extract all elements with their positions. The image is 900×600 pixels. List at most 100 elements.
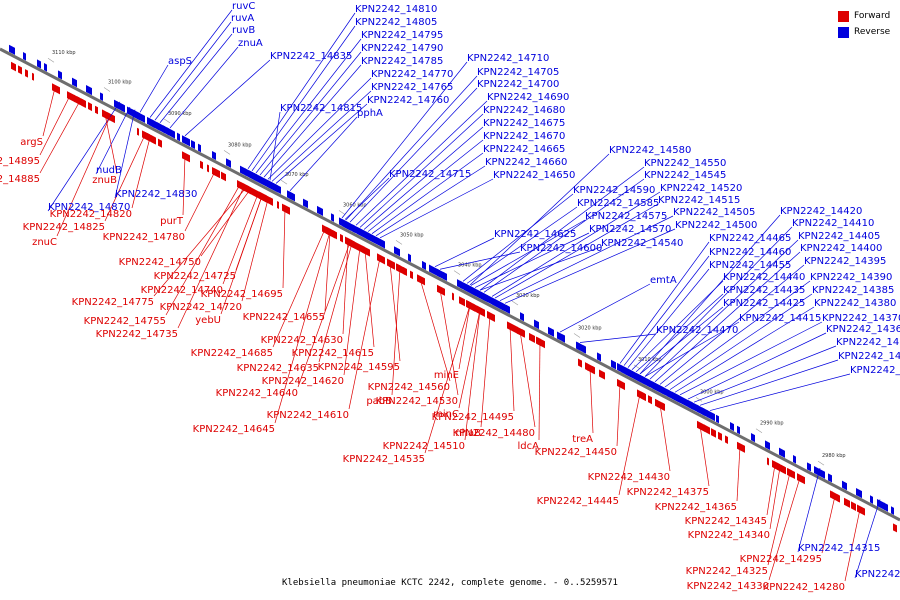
gene-label[interactable]: KPN2242_14400 bbox=[800, 243, 882, 254]
gene-label[interactable]: KPN2242_14370 bbox=[822, 313, 900, 324]
gene-label[interactable]: KPN2242_14665 bbox=[483, 144, 565, 155]
gene-label[interactable]: KPN2242_14755 bbox=[84, 316, 166, 327]
gene-label[interactable]: KPN2242_14360 bbox=[826, 324, 900, 335]
gene-label[interactable]: KPN2242_14275 bbox=[855, 569, 900, 580]
gene-label[interactable]: KPN2242_14340 bbox=[688, 530, 770, 541]
gene-label[interactable]: KPN2242_14470 bbox=[656, 325, 738, 336]
gene-label[interactable]: KPN2242_14795 bbox=[361, 30, 443, 41]
gene-label[interactable]: KPN2242_14495 bbox=[432, 412, 514, 423]
gene-label[interactable]: KPN2242_14395 bbox=[804, 256, 886, 267]
gene-label[interactable]: KPN2242_14460 bbox=[709, 247, 791, 258]
gene-label[interactable]: KPN2242_14750 bbox=[119, 257, 201, 268]
gene-label[interactable]: KPN2242_14570 bbox=[589, 224, 671, 235]
gene-label[interactable]: KPN2242_14385 bbox=[812, 285, 894, 296]
gene-label[interactable]: KPN2242_14430 bbox=[588, 472, 670, 483]
gene-label[interactable]: KPN2242_14520 bbox=[660, 183, 742, 194]
gene-label[interactable]: KPN2242_14595 bbox=[318, 362, 400, 373]
gene-label[interactable]: ruvC bbox=[232, 1, 255, 12]
gene-label[interactable]: znuA bbox=[238, 38, 263, 49]
gene-label[interactable]: KPN2242_14330 bbox=[687, 581, 769, 592]
gene-label[interactable]: KPN2242_14760 bbox=[367, 95, 449, 106]
gene-label[interactable]: KPN2242_14645 bbox=[193, 424, 275, 435]
gene-label[interactable]: KPN2242_14280 bbox=[763, 582, 845, 593]
gene-label[interactable]: KPN2242_14530 bbox=[376, 396, 458, 407]
gene-label[interactable]: KPN2242_14510 bbox=[383, 441, 465, 452]
gene-label[interactable]: KPN2242_14650 bbox=[493, 170, 575, 181]
gene-label[interactable]: KPN2242_14615 bbox=[292, 348, 374, 359]
gene-label[interactable]: KPN2242_14445 bbox=[537, 496, 619, 507]
gene-label[interactable]: KPN2242_14580 bbox=[609, 145, 691, 156]
gene-label[interactable]: KPN2242_14640 bbox=[216, 388, 298, 399]
gene-label[interactable]: KPN2242_14775 bbox=[72, 297, 154, 308]
gene-label[interactable]: KPN2242_14825 bbox=[23, 222, 105, 233]
gene-label[interactable]: KPN2242_14770 bbox=[371, 69, 453, 80]
gene-label[interactable]: KPN2242_14885 bbox=[0, 174, 40, 185]
gene-label[interactable]: KPN2242_14440 bbox=[723, 272, 805, 283]
gene-label[interactable]: KPN2242_14420 bbox=[780, 206, 862, 217]
gene-label[interactable]: KPN2242_14735 bbox=[96, 329, 178, 340]
gene-label[interactable]: KPN2242_14600 bbox=[520, 243, 602, 254]
gene-label[interactable]: KPN2242_14345 bbox=[685, 516, 767, 527]
gene-label[interactable]: KPN2242_14835 bbox=[270, 51, 352, 62]
gene-label[interactable]: KPN2242_14540 bbox=[601, 238, 683, 249]
gene-label[interactable]: KPN2242_14675 bbox=[483, 118, 565, 129]
gene-label[interactable]: KPN2242_14785 bbox=[361, 56, 443, 67]
gene-label[interactable]: purT bbox=[160, 216, 184, 227]
gene-label[interactable]: KPN2242_14830 bbox=[115, 189, 197, 200]
gene-label[interactable]: KPN2242_14550 bbox=[644, 158, 726, 169]
gene-label[interactable]: ruvB bbox=[232, 25, 255, 36]
gene-label[interactable]: KPN2242_14715 bbox=[389, 169, 471, 180]
gene-label[interactable]: KPN2242_14655 bbox=[243, 312, 325, 323]
gene-label[interactable]: KPN2242_14590 bbox=[573, 185, 655, 196]
gene-label[interactable]: KPN2242_14620 bbox=[262, 376, 344, 387]
gene-label[interactable]: KPN2242_14575 bbox=[585, 211, 667, 222]
gene-label[interactable]: KPN2242_14545 bbox=[644, 170, 726, 181]
gene-label[interactable]: KPN2242_14810 bbox=[355, 4, 437, 15]
gene-label[interactable]: minC bbox=[433, 409, 459, 420]
gene-label[interactable]: KPN2242_14355 bbox=[836, 337, 900, 348]
gene-label[interactable]: yebU bbox=[195, 315, 221, 326]
gene-label[interactable]: KPN2242_14710 bbox=[467, 53, 549, 64]
gene-label[interactable]: znuC bbox=[32, 237, 57, 248]
gene-label[interactable]: KPN2242_14480 bbox=[453, 428, 535, 439]
gene-label[interactable]: KPN2242_14705 bbox=[477, 67, 559, 78]
gene-label[interactable]: KPN2242_14465 bbox=[709, 233, 791, 244]
gene-label[interactable]: pabB bbox=[366, 396, 392, 407]
gene-label[interactable]: KPN2242_14515 bbox=[658, 195, 740, 206]
gene-label[interactable]: znuB bbox=[92, 175, 117, 186]
gene-label[interactable]: treA bbox=[572, 434, 593, 445]
gene-label[interactable]: KPN2242_14740 bbox=[141, 285, 223, 296]
gene-label[interactable]: KPN2242_14725 bbox=[154, 271, 236, 282]
gene-label[interactable]: KPN2242_14635 bbox=[237, 363, 319, 374]
gene-label[interactable]: KPN2242_14335 bbox=[850, 365, 900, 376]
gene-label[interactable]: nhaB bbox=[455, 428, 481, 439]
gene-label[interactable]: KPN2242_14630 bbox=[261, 335, 343, 346]
gene-label[interactable]: KPN2242_14680 bbox=[483, 105, 565, 116]
gene-label[interactable]: KPN2242_14405 bbox=[798, 231, 880, 242]
gene-label[interactable]: KPN2242_14410 bbox=[792, 218, 874, 229]
gene-label[interactable]: KPN2242_14610 bbox=[267, 410, 349, 421]
gene-label[interactable]: KPN2242_14690 bbox=[487, 92, 569, 103]
gene-label[interactable]: KPN2242_14535 bbox=[343, 454, 425, 465]
gene-label[interactable]: KPN2242_14435 bbox=[723, 285, 805, 296]
gene-label[interactable]: KPN2242_14560 bbox=[368, 382, 450, 393]
gene-label[interactable]: KPN2242_14390 bbox=[810, 272, 892, 283]
gene-label[interactable]: nudB bbox=[96, 165, 122, 176]
gene-label[interactable]: KPN2242_14765 bbox=[371, 82, 453, 93]
gene-label[interactable]: KPN2242_14805 bbox=[355, 17, 437, 28]
gene-label[interactable]: KPN2242_14870 bbox=[48, 202, 130, 213]
gene-label[interactable]: KPN2242_14415 bbox=[739, 313, 821, 324]
gene-label[interactable]: emtA bbox=[650, 275, 677, 286]
gene-label[interactable]: KPN2242_14450 bbox=[535, 447, 617, 458]
gene-label[interactable]: KPN2242_14350 bbox=[838, 351, 900, 362]
gene-label[interactable]: KPN2242_14790 bbox=[361, 43, 443, 54]
gene-label[interactable]: KPN2242_14695 bbox=[201, 289, 283, 300]
gene-label[interactable]: KPN2242_14720 bbox=[160, 302, 242, 313]
gene-label[interactable]: KPN2242_14820 bbox=[50, 209, 132, 220]
gene-label[interactable]: KPN2242_14895 bbox=[0, 156, 40, 167]
gene-label[interactable]: KPN2242_14425 bbox=[723, 298, 805, 309]
gene-label[interactable]: ldcA bbox=[518, 441, 540, 452]
gene-label[interactable]: minE bbox=[434, 370, 459, 381]
gene-label[interactable]: aspS bbox=[168, 56, 192, 67]
gene-label[interactable]: pphA bbox=[357, 108, 383, 119]
